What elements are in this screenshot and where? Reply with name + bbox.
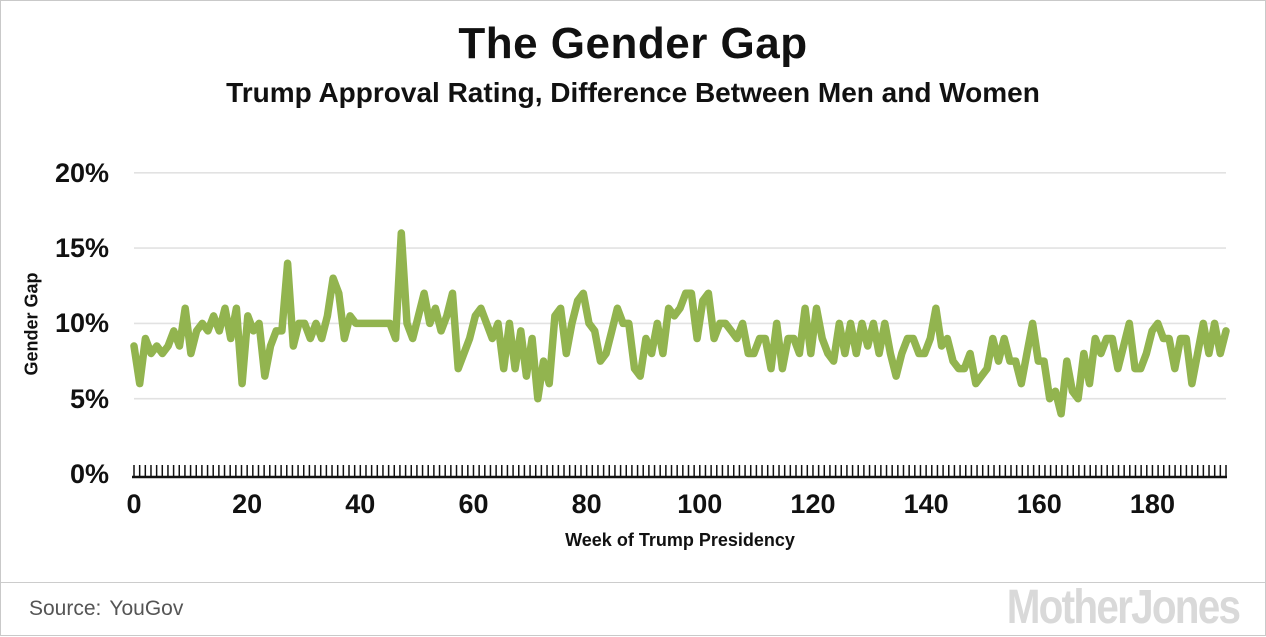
source-note: Source: YouGov <box>29 597 183 621</box>
chart-subtitle: Trump Approval Rating, Difference Betwee… <box>226 77 1040 108</box>
source-label: Source: <box>29 597 102 620</box>
motherjones-logo: MotherJones <box>1006 578 1240 634</box>
source-value: YouGov <box>109 597 184 620</box>
chart-title: The Gender Gap <box>458 19 808 68</box>
trend-line <box>130 229 1230 418</box>
y-axis-title: Gender Gap <box>21 272 42 376</box>
footer-divider <box>1 582 1265 583</box>
x-axis-title: Week of Trump Presidency <box>565 530 795 550</box>
